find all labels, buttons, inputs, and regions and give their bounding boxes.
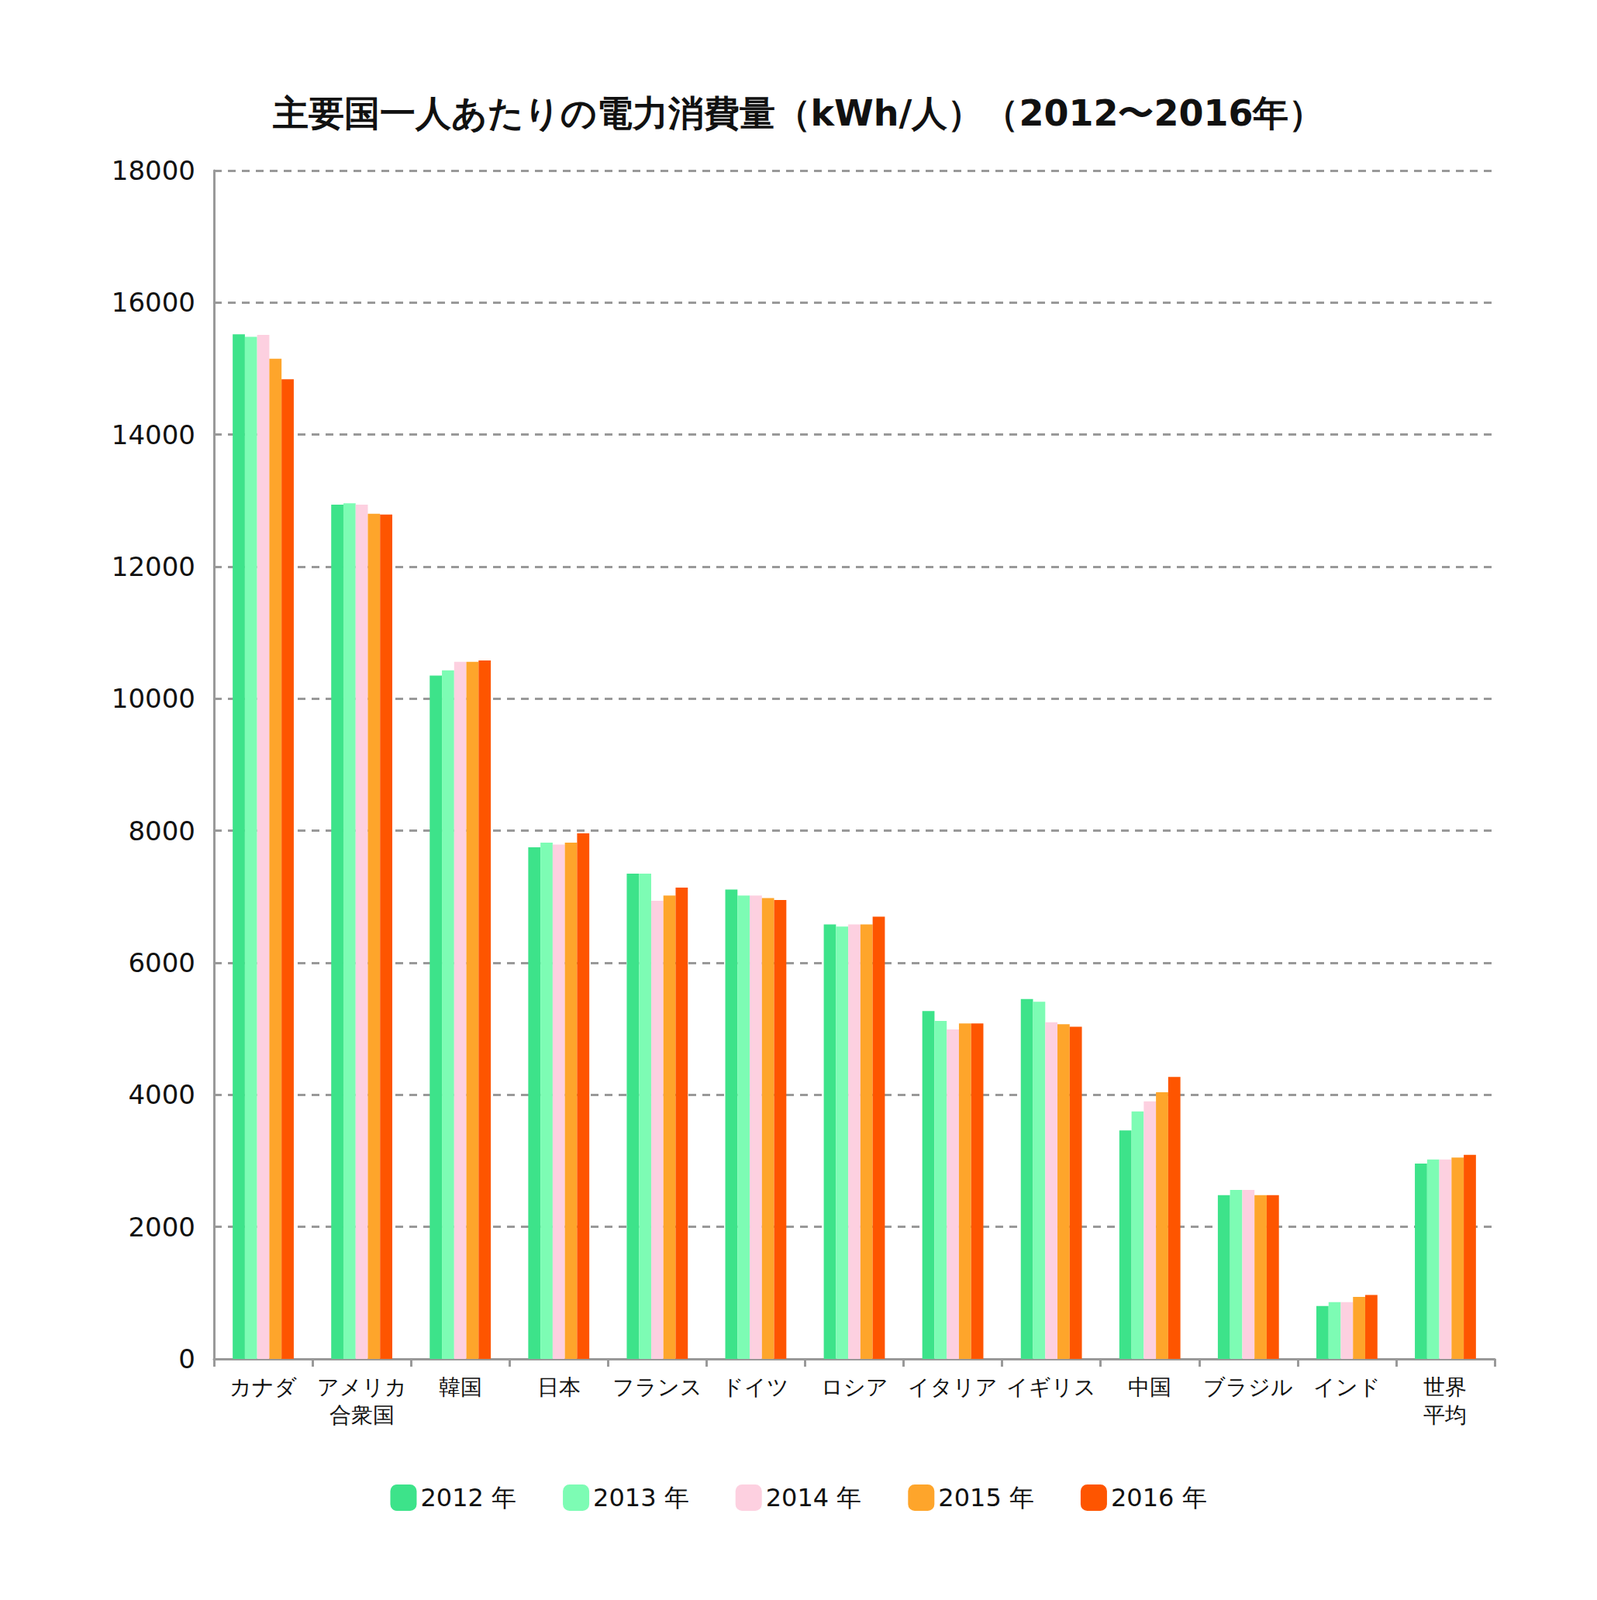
svg-text:ドイツ: ドイツ xyxy=(721,1374,790,1401)
svg-text:イタリア: イタリア xyxy=(907,1374,998,1401)
svg-text:2013 年: 2013 年 xyxy=(593,1483,690,1513)
svg-text:2014 年: 2014 年 xyxy=(765,1483,863,1513)
svg-text:8000: 8000 xyxy=(127,815,196,847)
svg-text:インド: インド xyxy=(1313,1374,1381,1401)
svg-text:韓国: 韓国 xyxy=(438,1374,483,1401)
svg-text:主要国一人あたりの電力消費量（kWh/人）（2012〜201: 主要国一人あたりの電力消費量（kWh/人）（2012〜2016年） xyxy=(272,92,1325,135)
svg-text:2012 年: 2012 年 xyxy=(420,1483,517,1513)
svg-text:14000: 14000 xyxy=(111,419,196,451)
svg-text:カナダ: カナダ xyxy=(229,1374,297,1401)
svg-text:2016 年: 2016 年 xyxy=(1110,1483,1208,1513)
svg-text:フランス: フランス xyxy=(612,1374,703,1401)
svg-text:世界: 世界 xyxy=(1423,1374,1467,1401)
svg-text:イギリス: イギリス xyxy=(1006,1374,1097,1401)
svg-text:12000: 12000 xyxy=(111,551,196,583)
svg-text:18000: 18000 xyxy=(111,155,196,187)
svg-text:6000: 6000 xyxy=(127,947,196,979)
svg-text:平均: 平均 xyxy=(1423,1402,1467,1428)
svg-text:中国: 中国 xyxy=(1127,1374,1172,1401)
svg-text:16000: 16000 xyxy=(111,286,196,318)
svg-text:2000: 2000 xyxy=(127,1211,196,1243)
svg-text:ブラジル: ブラジル xyxy=(1203,1374,1294,1401)
svg-text:10000: 10000 xyxy=(111,682,196,714)
svg-text:合衆国: 合衆国 xyxy=(329,1402,395,1428)
svg-text:日本: 日本 xyxy=(537,1374,581,1401)
svg-text:アメリカ: アメリカ xyxy=(317,1374,408,1401)
svg-text:ロシア: ロシア xyxy=(820,1374,889,1401)
svg-text:0: 0 xyxy=(178,1343,196,1375)
svg-text:4000: 4000 xyxy=(127,1079,196,1111)
svg-text:2015 年: 2015 年 xyxy=(938,1483,1035,1513)
